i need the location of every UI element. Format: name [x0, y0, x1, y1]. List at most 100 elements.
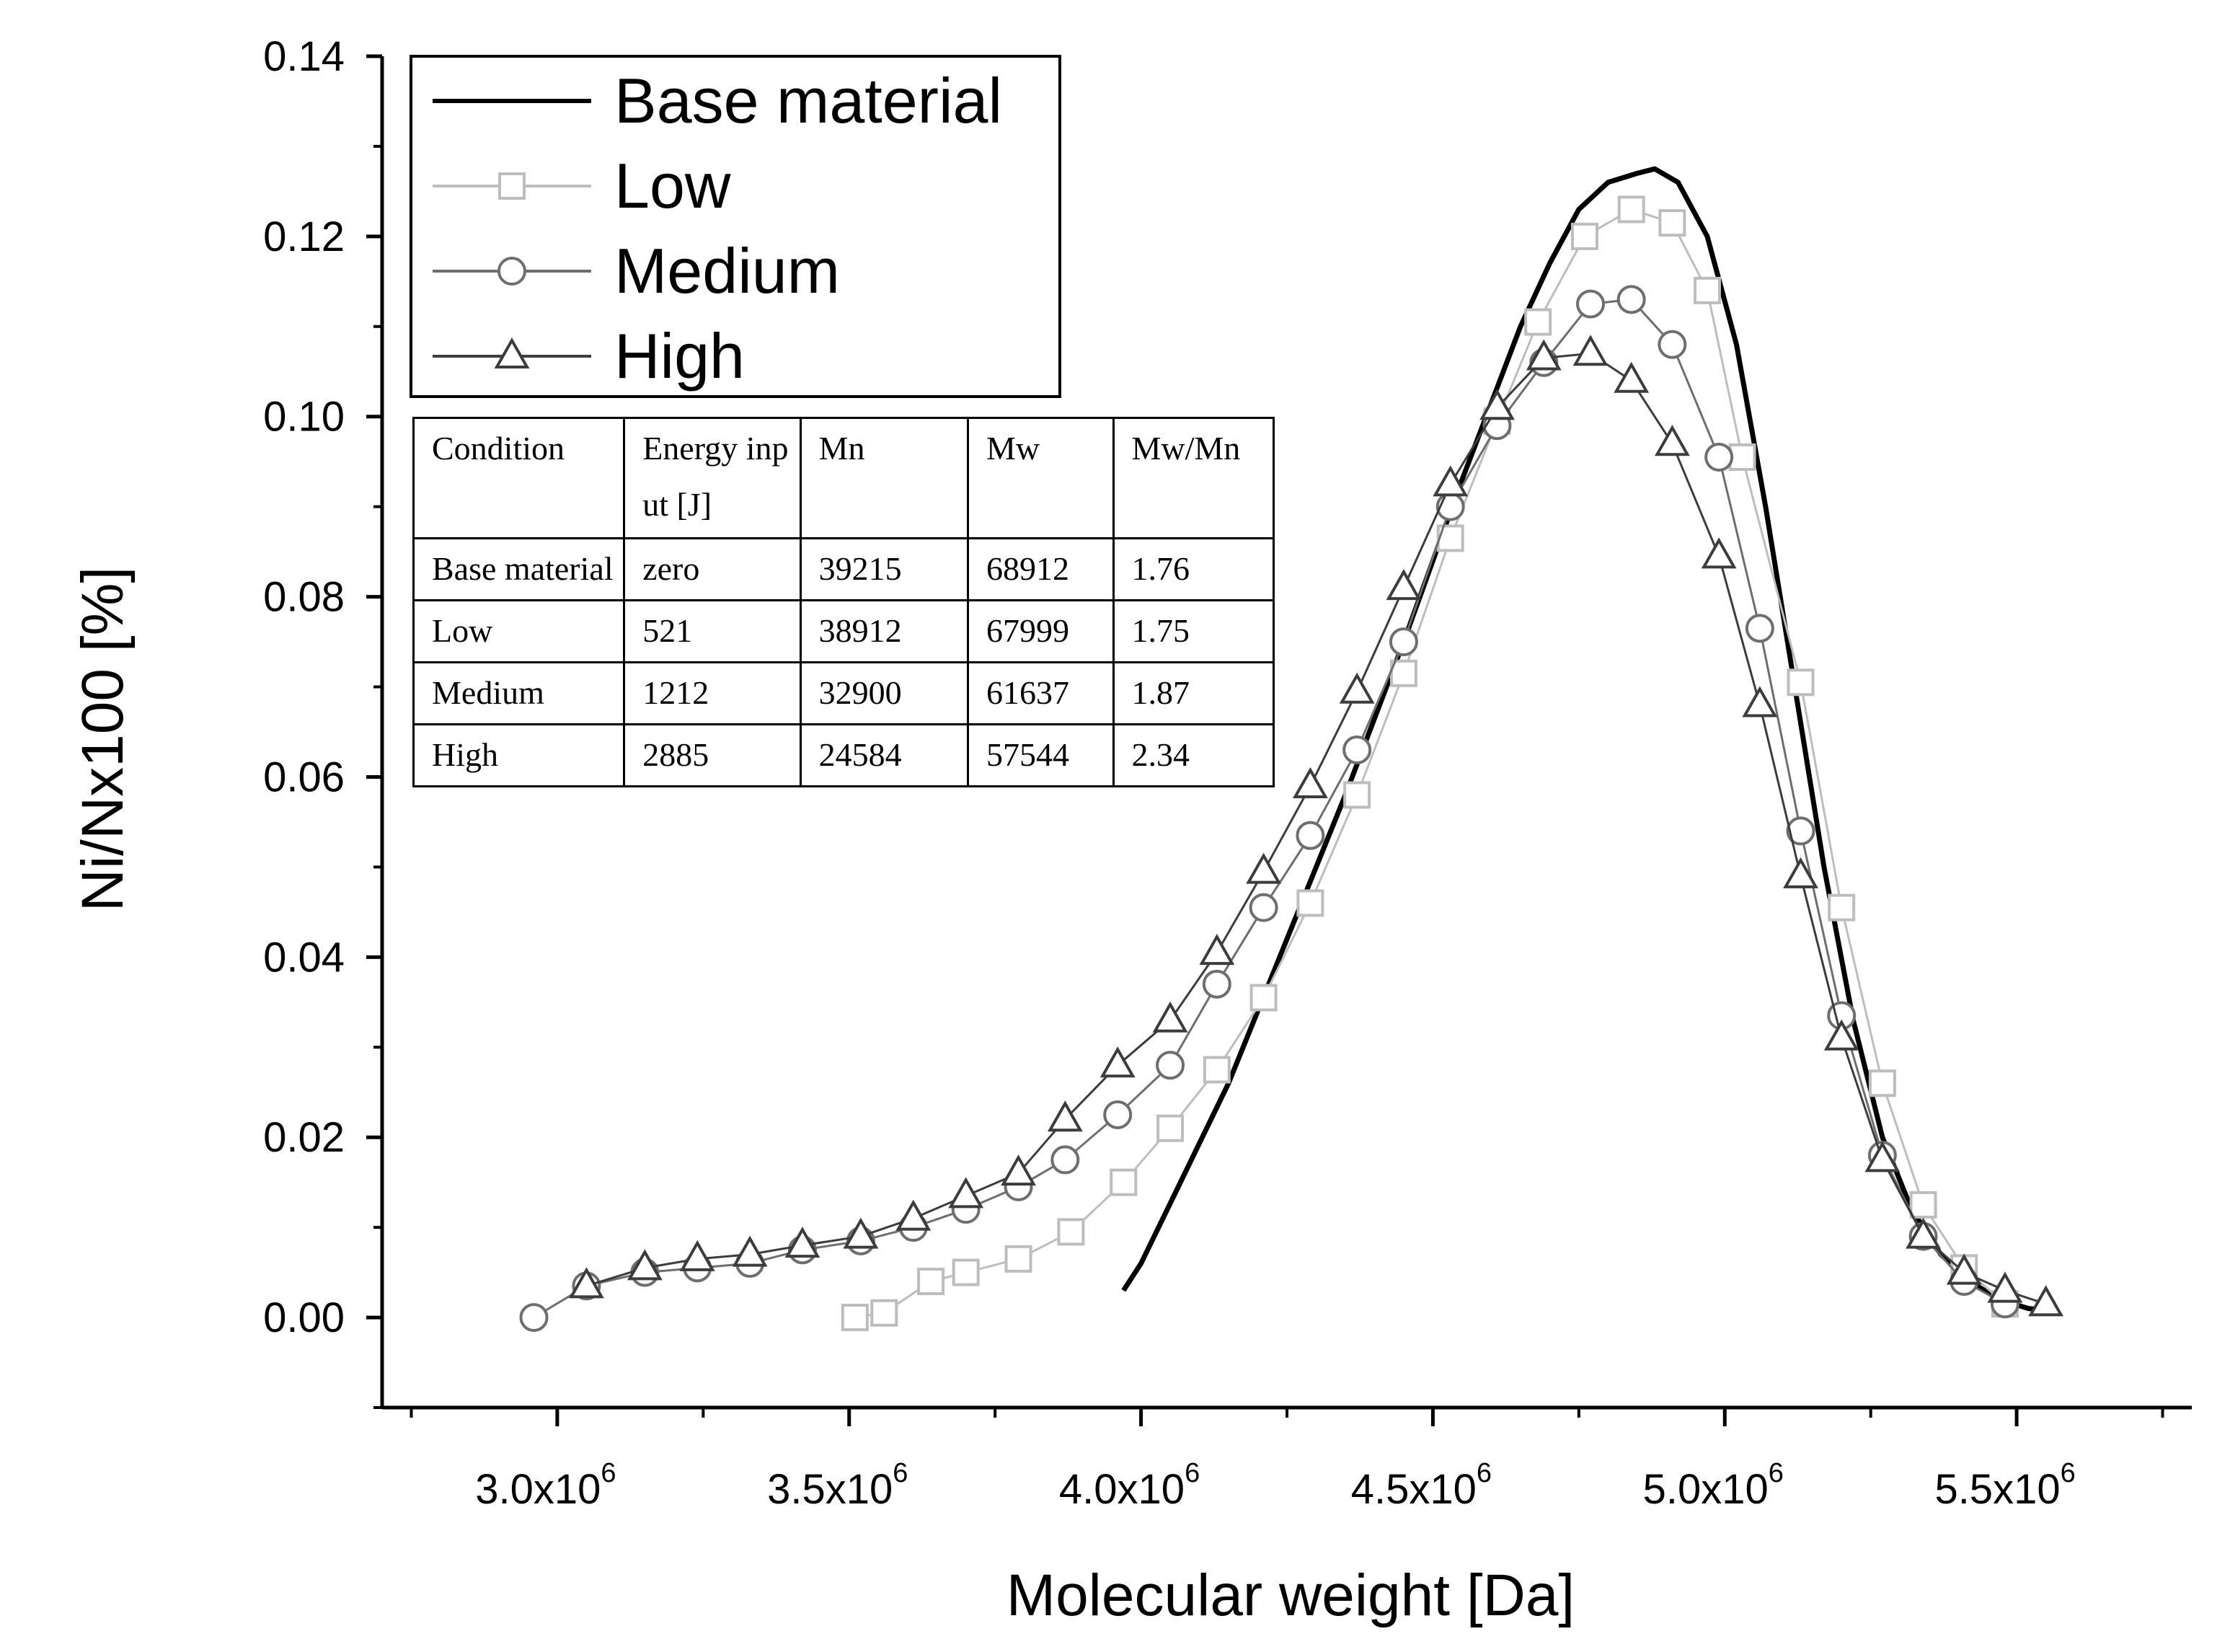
data-point [1823, 1019, 1859, 1051]
table-cell: 39215 [799, 536, 969, 601]
data-point [841, 1304, 869, 1332]
x-axis-title: Molecular weight [Da] [1006, 1563, 1575, 1628]
x-tick-label: 4.0x106 [1059, 1458, 1200, 1513]
data-point [1616, 285, 1646, 314]
legend-label: Base material [614, 65, 1002, 136]
data-point [1099, 1046, 1136, 1078]
x-tick-label: 4.5x106 [1351, 1458, 1492, 1513]
y-tick-label: 0.10 [263, 394, 345, 441]
series-high [568, 335, 2064, 1317]
y-tick-label: 0.08 [263, 574, 345, 621]
data-point [1479, 389, 1515, 420]
data-point [1614, 361, 1650, 393]
table-cell: 38912 [799, 598, 969, 663]
table-cell: zero [623, 536, 802, 601]
data-point [1906, 1217, 1941, 1249]
data-point [732, 1235, 768, 1267]
table-cell: 67999 [966, 598, 1115, 663]
table-cell: 521 [623, 598, 802, 663]
table-cell: 1212 [623, 661, 802, 725]
data-point [1576, 289, 1606, 319]
data-point [917, 1268, 945, 1296]
legend-label: Medium [614, 235, 840, 306]
legend-label: Low [614, 150, 731, 221]
data-point [1296, 889, 1324, 917]
data-point [1296, 821, 1325, 850]
table-cell: Low [412, 598, 626, 663]
data-point [1436, 524, 1464, 552]
data-point [1570, 222, 1598, 250]
table-header-row: Condition Energy input [J] Mn Mw Mw/Mn [412, 417, 1275, 539]
data-point [1742, 686, 1778, 717]
data-point [2028, 1285, 2064, 1317]
table-cell: Base material [412, 536, 626, 601]
data-point [1433, 465, 1469, 497]
table-cell: High [412, 723, 626, 788]
x-tick-label: 5.5x106 [1934, 1458, 2075, 1513]
data-point [1786, 816, 1815, 846]
data-point [895, 1199, 932, 1231]
table-row: Base material zero 39215 68912 1.76 [412, 536, 1275, 601]
legend-entry: Medium [433, 235, 840, 306]
data-point [1389, 659, 1417, 687]
series-medium [519, 285, 2019, 1333]
table-cell: 1.87 [1112, 661, 1275, 725]
table-cell: 57544 [966, 723, 1115, 788]
table-cell: Mw [966, 417, 1115, 539]
table-cell: 24584 [799, 723, 969, 788]
data-point [1783, 857, 1818, 888]
data-point [1110, 1168, 1138, 1196]
y-axis-title: Ni/Nx100 [%] [70, 567, 136, 912]
data-point [1946, 1253, 1982, 1285]
data-point [1001, 1154, 1036, 1186]
data-point [1658, 209, 1686, 237]
data-point [784, 1227, 820, 1258]
table-cell: Energy input [J] [623, 417, 802, 539]
table-cell: 61637 [966, 661, 1115, 725]
stats-table: Condition Energy input [J] Mn Mw Mw/Mn Base m… [412, 417, 1275, 788]
data-point [1617, 195, 1645, 224]
data-point [1202, 969, 1231, 999]
data-point [1524, 308, 1552, 336]
x-tick-label: 5.0x106 [1643, 1458, 1784, 1513]
table-row: Low 521 38912 67999 1.75 [412, 598, 1275, 663]
data-point [1868, 1069, 1896, 1097]
table-cell: Mn [799, 417, 969, 539]
data-point [627, 1249, 663, 1281]
data-point [1199, 934, 1235, 966]
data-point [679, 1240, 715, 1271]
table-cell: 1.76 [1112, 536, 1275, 601]
data-point [1343, 781, 1371, 809]
table-cell: Medium [412, 661, 626, 725]
data-point [1156, 1114, 1185, 1142]
legend-label: High [614, 320, 745, 392]
table-cell: Mw/Mn [1112, 417, 1275, 539]
y-tick-label: 0.14 [263, 33, 345, 80]
data-point [1050, 1145, 1080, 1175]
data-point [1246, 852, 1282, 884]
data-point [1339, 672, 1375, 704]
data-point [1156, 1051, 1185, 1080]
legend: Base material Low Medium High [410, 55, 1061, 398]
data-point [1745, 614, 1774, 643]
table-cell: 2.34 [1112, 723, 1275, 788]
y-tick-label: 0.06 [263, 754, 345, 800]
data-point [1389, 627, 1418, 657]
legend-marker [497, 257, 526, 286]
data-point [1728, 443, 1756, 471]
data-point [1704, 442, 1734, 472]
data-point [1386, 569, 1422, 601]
y-tick-label: 0.02 [263, 1114, 345, 1161]
data-point [1292, 767, 1328, 798]
data-point [1693, 276, 1721, 304]
data-point [1047, 1100, 1083, 1132]
data-point [1909, 1191, 1937, 1219]
data-point [1701, 537, 1737, 569]
data-point [1249, 893, 1278, 922]
data-point [568, 1267, 604, 1299]
data-point [1342, 735, 1372, 764]
x-tick-label: 3.0x106 [475, 1458, 616, 1513]
data-point [952, 1258, 980, 1286]
table-cell: 68912 [966, 536, 1115, 601]
